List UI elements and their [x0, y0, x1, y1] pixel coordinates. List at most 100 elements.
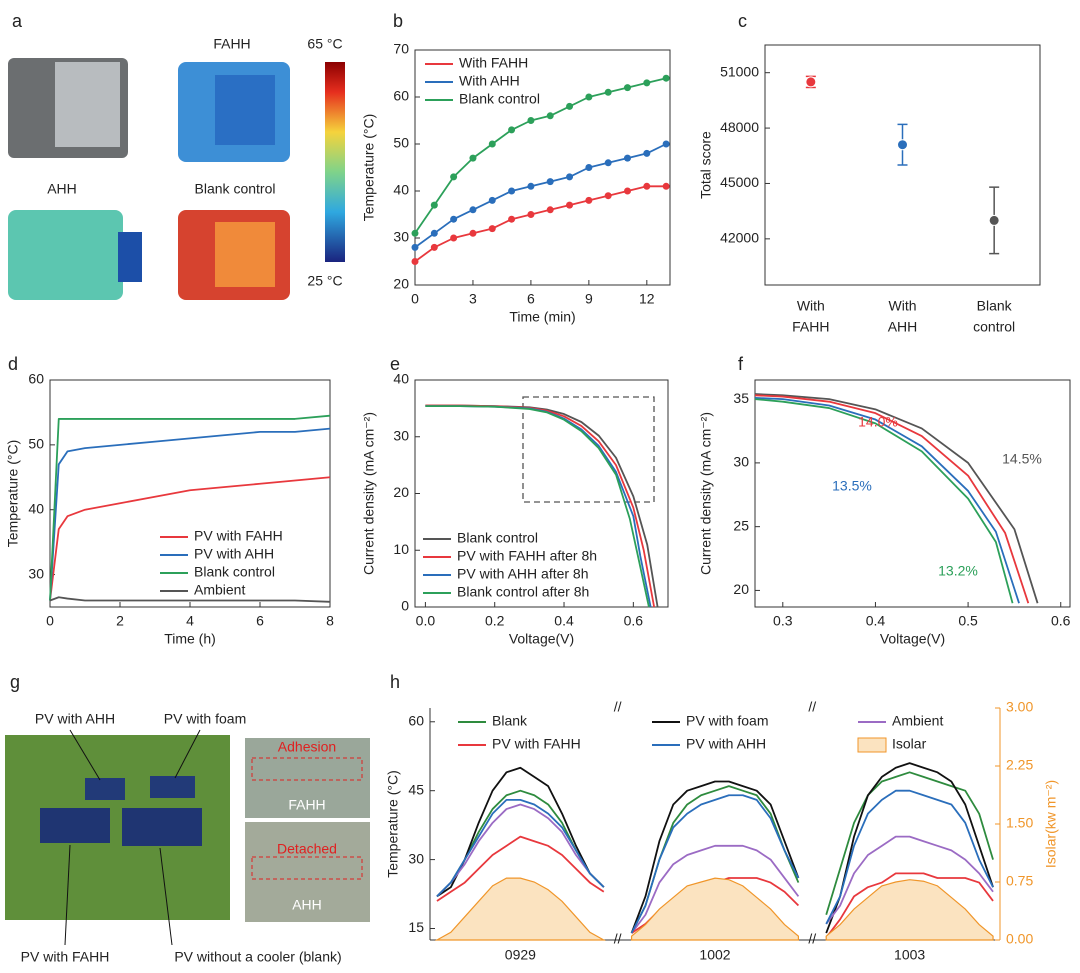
panel-letter: b: [393, 11, 403, 31]
series-line: [49, 596, 331, 603]
thermal-ahh: [8, 210, 123, 300]
axis-break: //: [808, 699, 816, 715]
y-tick-label: 10: [393, 541, 409, 557]
axis-break: //: [614, 699, 622, 715]
x-axis-label: Voltage(V): [880, 631, 945, 647]
pv-panel: [122, 808, 202, 846]
colorbar-max: 65 °C: [307, 36, 342, 52]
series-line: [754, 398, 1014, 604]
point: [430, 201, 438, 209]
point: [988, 214, 1000, 226]
y-tick-label: 40: [393, 371, 409, 387]
point: [411, 258, 419, 265]
legend-label: Blank control: [459, 91, 540, 107]
point: [546, 112, 554, 120]
pointer: [174, 729, 201, 779]
inset-photo: [245, 738, 370, 818]
panel-letter: f: [738, 354, 744, 374]
y-tick-label: 30: [408, 850, 424, 866]
legend-label: PV with FAHH: [194, 528, 283, 544]
legend-label: PV with AHH: [686, 736, 766, 752]
point: [624, 84, 631, 92]
thermal-ahh-block: [118, 232, 142, 282]
legend-label: PV with AHH after 8h: [457, 566, 589, 582]
plot-frame: [414, 49, 671, 286]
image-label: FAHH: [213, 36, 250, 52]
point: [469, 229, 477, 237]
point: [585, 196, 593, 204]
y-tick-label: 60: [408, 712, 424, 728]
legend-label: PV with FAHH after 8h: [457, 548, 597, 564]
x-tick-label: 0: [46, 613, 54, 629]
x-tick-label: 0: [411, 291, 419, 307]
y-tick-label: 40: [393, 182, 409, 198]
photo-label: PV without a cooler (blank): [174, 949, 341, 965]
image-label: Blank control: [195, 181, 276, 197]
panel-g-photos: [5, 729, 370, 946]
y2-tick-label: 2.25: [1006, 757, 1033, 773]
point: [662, 182, 670, 190]
x-tick-label: 1002: [699, 947, 730, 963]
y2-tick-label: 3.00: [1006, 699, 1033, 715]
x-tick-label: Blank: [977, 298, 1013, 314]
y-tick-label: 30: [733, 454, 749, 470]
point: [546, 178, 554, 186]
point: [604, 192, 612, 200]
x-tick-label: FAHH: [792, 319, 829, 335]
y-tick-label: 30: [393, 229, 409, 245]
y2-axis-label: Isolar(kw m⁻²): [1043, 780, 1059, 868]
point: [527, 117, 535, 124]
x-tick-label: AHH: [888, 319, 918, 335]
point: [624, 187, 631, 195]
axis-break: //: [614, 931, 622, 947]
legend-label: Blank control after 8h: [457, 584, 589, 600]
series-line: [436, 789, 994, 934]
point: [508, 187, 516, 195]
plot-frame: [49, 379, 331, 608]
dashed-box: [251, 856, 363, 880]
image-label: AHH: [47, 181, 77, 197]
y-tick-label: 0: [401, 598, 409, 614]
area: [434, 877, 994, 941]
legend-swatch: [857, 737, 887, 753]
x-tick-label: 0.6: [1051, 613, 1071, 629]
x-tick-label: 3: [469, 291, 477, 307]
x-axis-label: Voltage(V): [509, 631, 574, 647]
x-tick-label: 1003: [894, 947, 925, 963]
pointer: [69, 729, 101, 781]
series-line: [754, 396, 1020, 604]
y-tick-label: 50: [393, 135, 409, 151]
point: [450, 215, 458, 223]
colorbar: [325, 62, 345, 262]
annotation: 14.5%: [1002, 451, 1042, 467]
y2-tick-label: 0.75: [1006, 873, 1033, 889]
point: [643, 149, 651, 157]
y2-tick-label: 0.00: [1006, 931, 1033, 947]
y-tick-label: 48000: [720, 119, 759, 135]
point: [488, 140, 496, 148]
y-tick-label: 50: [28, 436, 44, 452]
y-axis-label: Current density (mA cm⁻²): [361, 412, 377, 575]
y-tick-label: 20: [733, 581, 749, 597]
x-tick-label: 0.3: [773, 613, 793, 629]
y-tick-label: 15: [408, 919, 424, 935]
x-tick-label: 12: [639, 291, 655, 307]
dashed-box: [251, 757, 363, 781]
y-axis-label: Temperature (°C): [361, 114, 377, 222]
x-tick-label: 9: [585, 291, 593, 307]
point: [488, 225, 496, 233]
photo-label: PV with foam: [164, 711, 246, 727]
legend-label: PV with foam: [686, 713, 768, 729]
x-axis-label: Time (h): [164, 631, 216, 647]
y-tick-label: 45: [408, 781, 424, 797]
inset-label: AHH: [292, 897, 322, 913]
series-line: [49, 427, 331, 601]
colorbar-min: 25 °C: [307, 273, 342, 289]
point: [508, 215, 516, 223]
legend-label: Blank control: [194, 564, 275, 580]
point: [566, 173, 574, 181]
panel-letter: h: [390, 672, 400, 692]
x-tick-label: 4: [186, 613, 194, 629]
series-line: [436, 803, 994, 934]
